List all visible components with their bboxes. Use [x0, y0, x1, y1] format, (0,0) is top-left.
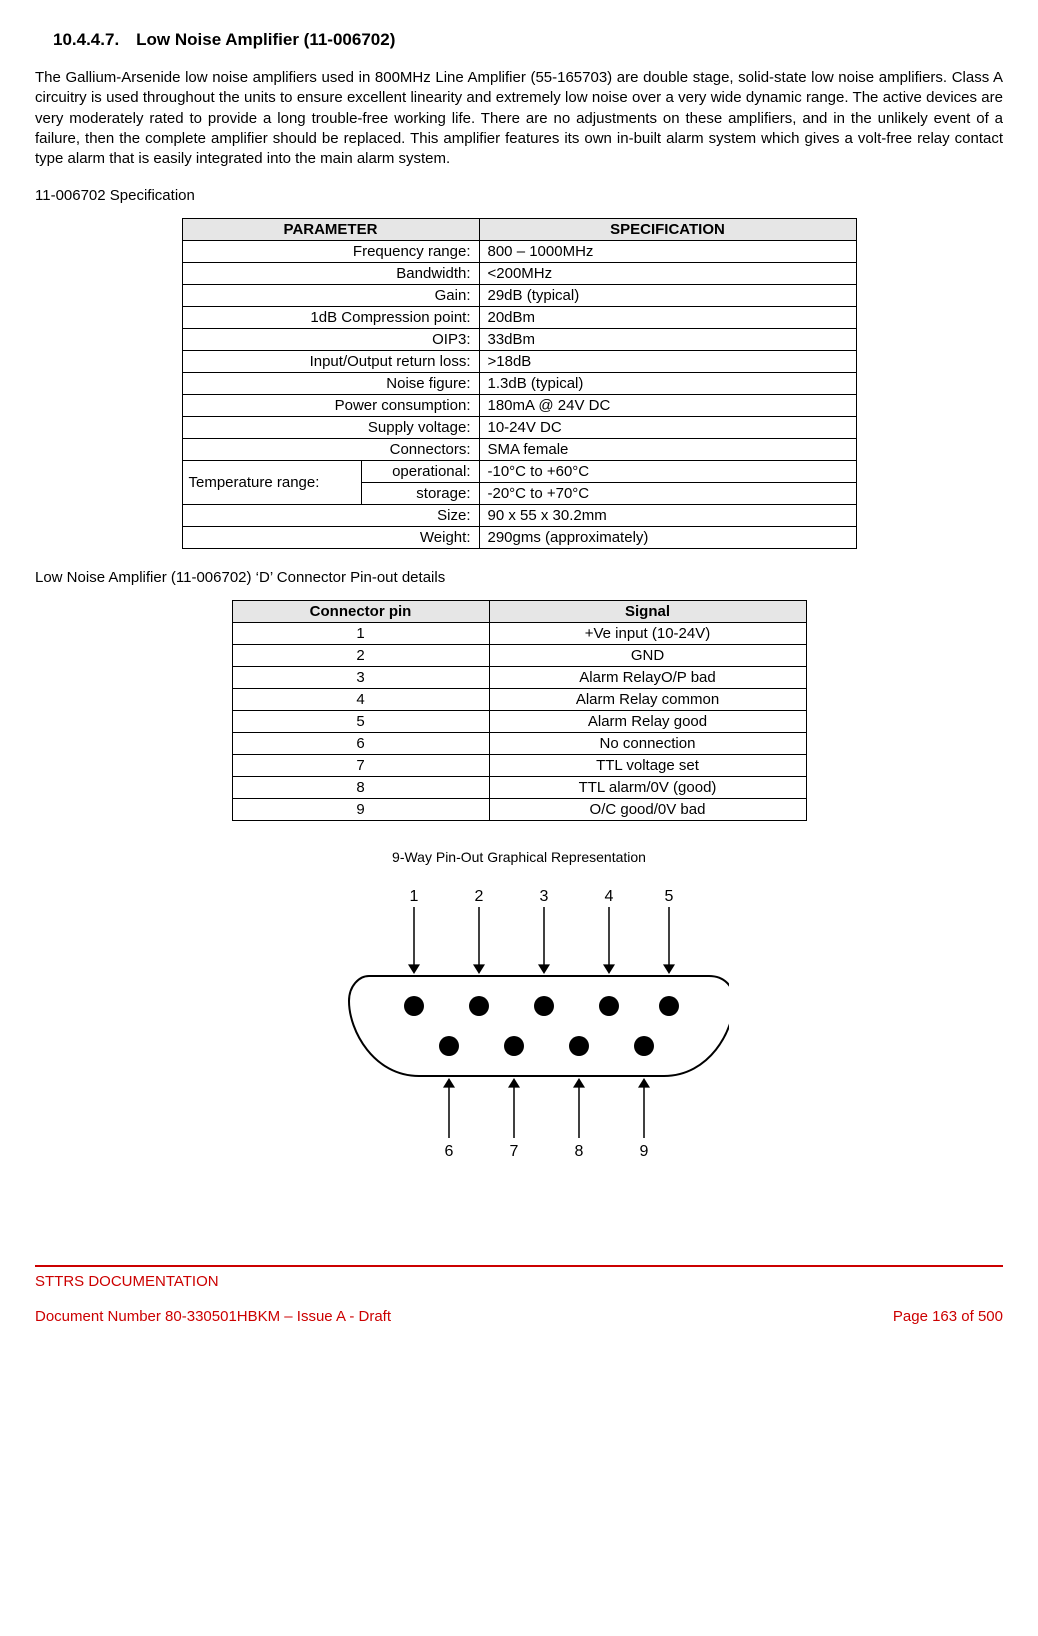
svg-text:8: 8: [575, 1143, 584, 1160]
pinout-diagram-wrap: 9-Way Pin-Out Graphical Representation 1…: [35, 849, 1003, 1175]
spec-header: PARAMETER: [182, 219, 479, 241]
table-row: 4Alarm Relay common: [232, 689, 806, 711]
diagram-caption: 9-Way Pin-Out Graphical Representation: [35, 849, 1003, 865]
pinout-diagram: 1 2 3 4 5 6 7 8 9: [309, 871, 729, 1171]
svg-text:4: 4: [605, 888, 614, 905]
table-row: Size:90 x 55 x 30.2mm: [182, 505, 856, 527]
table-row: Input/Output return loss:>18dB: [182, 351, 856, 373]
table-row: OIP3:33dBm: [182, 329, 856, 351]
pinout-header: Connector pin: [232, 601, 489, 623]
footer-rule: [35, 1265, 1003, 1267]
section-heading: 10.4.4.7. Low Noise Amplifier (11-006702…: [53, 30, 1003, 50]
spec-header: SPECIFICATION: [479, 219, 856, 241]
svg-text:1: 1: [410, 888, 419, 905]
table-row: 9O/C good/0V bad: [232, 799, 806, 821]
table-row: Frequency range:800 – 1000MHz: [182, 241, 856, 263]
pinout-title: Low Noise Amplifier (11-006702) ‘D’ Conn…: [35, 569, 1003, 586]
svg-text:5: 5: [665, 888, 674, 905]
svg-text:9: 9: [640, 1143, 649, 1160]
table-row: 6No connection: [232, 733, 806, 755]
table-row: Gain:29dB (typical): [182, 285, 856, 307]
pinout-header: Signal: [489, 601, 806, 623]
table-row: Noise figure:1.3dB (typical): [182, 373, 856, 395]
table-row: Connectors:SMA female: [182, 439, 856, 461]
table-row: 5Alarm Relay good: [232, 711, 806, 733]
table-row: 8TTL alarm/0V (good): [232, 777, 806, 799]
table-row: 2GND: [232, 645, 806, 667]
body-paragraph: The Gallium-Arsenide low noise amplifier…: [35, 68, 1003, 169]
table-row: Power consumption:180mA @ 24V DC: [182, 395, 856, 417]
footer-doc-left: Document Number 80-330501HBKM – Issue A …: [35, 1308, 391, 1325]
svg-text:3: 3: [540, 888, 549, 905]
svg-text:7: 7: [510, 1143, 519, 1160]
table-row: 7TTL voltage set: [232, 755, 806, 777]
table-row: 1+Ve input (10-24V): [232, 623, 806, 645]
footer-title: STTRS DOCUMENTATION: [35, 1273, 1003, 1290]
table-row: Temperature range:operational:-10°C to +…: [182, 461, 856, 483]
svg-text:6: 6: [445, 1143, 454, 1160]
footer-docinfo: Document Number 80-330501HBKM – Issue A …: [35, 1308, 1003, 1325]
spec-table: PARAMETERSPECIFICATIONFrequency range:80…: [182, 218, 857, 549]
table-row: Supply voltage:10-24V DC: [182, 417, 856, 439]
table-row: 3Alarm RelayO/P bad: [232, 667, 806, 689]
spec-title: 11-006702 Specification: [35, 187, 1003, 204]
table-row: 1dB Compression point:20dBm: [182, 307, 856, 329]
table-row: Weight:290gms (approximately): [182, 527, 856, 549]
footer-doc-right: Page 163 of 500: [893, 1308, 1003, 1325]
svg-text:2: 2: [475, 888, 484, 905]
pinout-table: Connector pinSignal1+Ve input (10-24V)2G…: [232, 600, 807, 821]
table-row: Bandwidth:<200MHz: [182, 263, 856, 285]
